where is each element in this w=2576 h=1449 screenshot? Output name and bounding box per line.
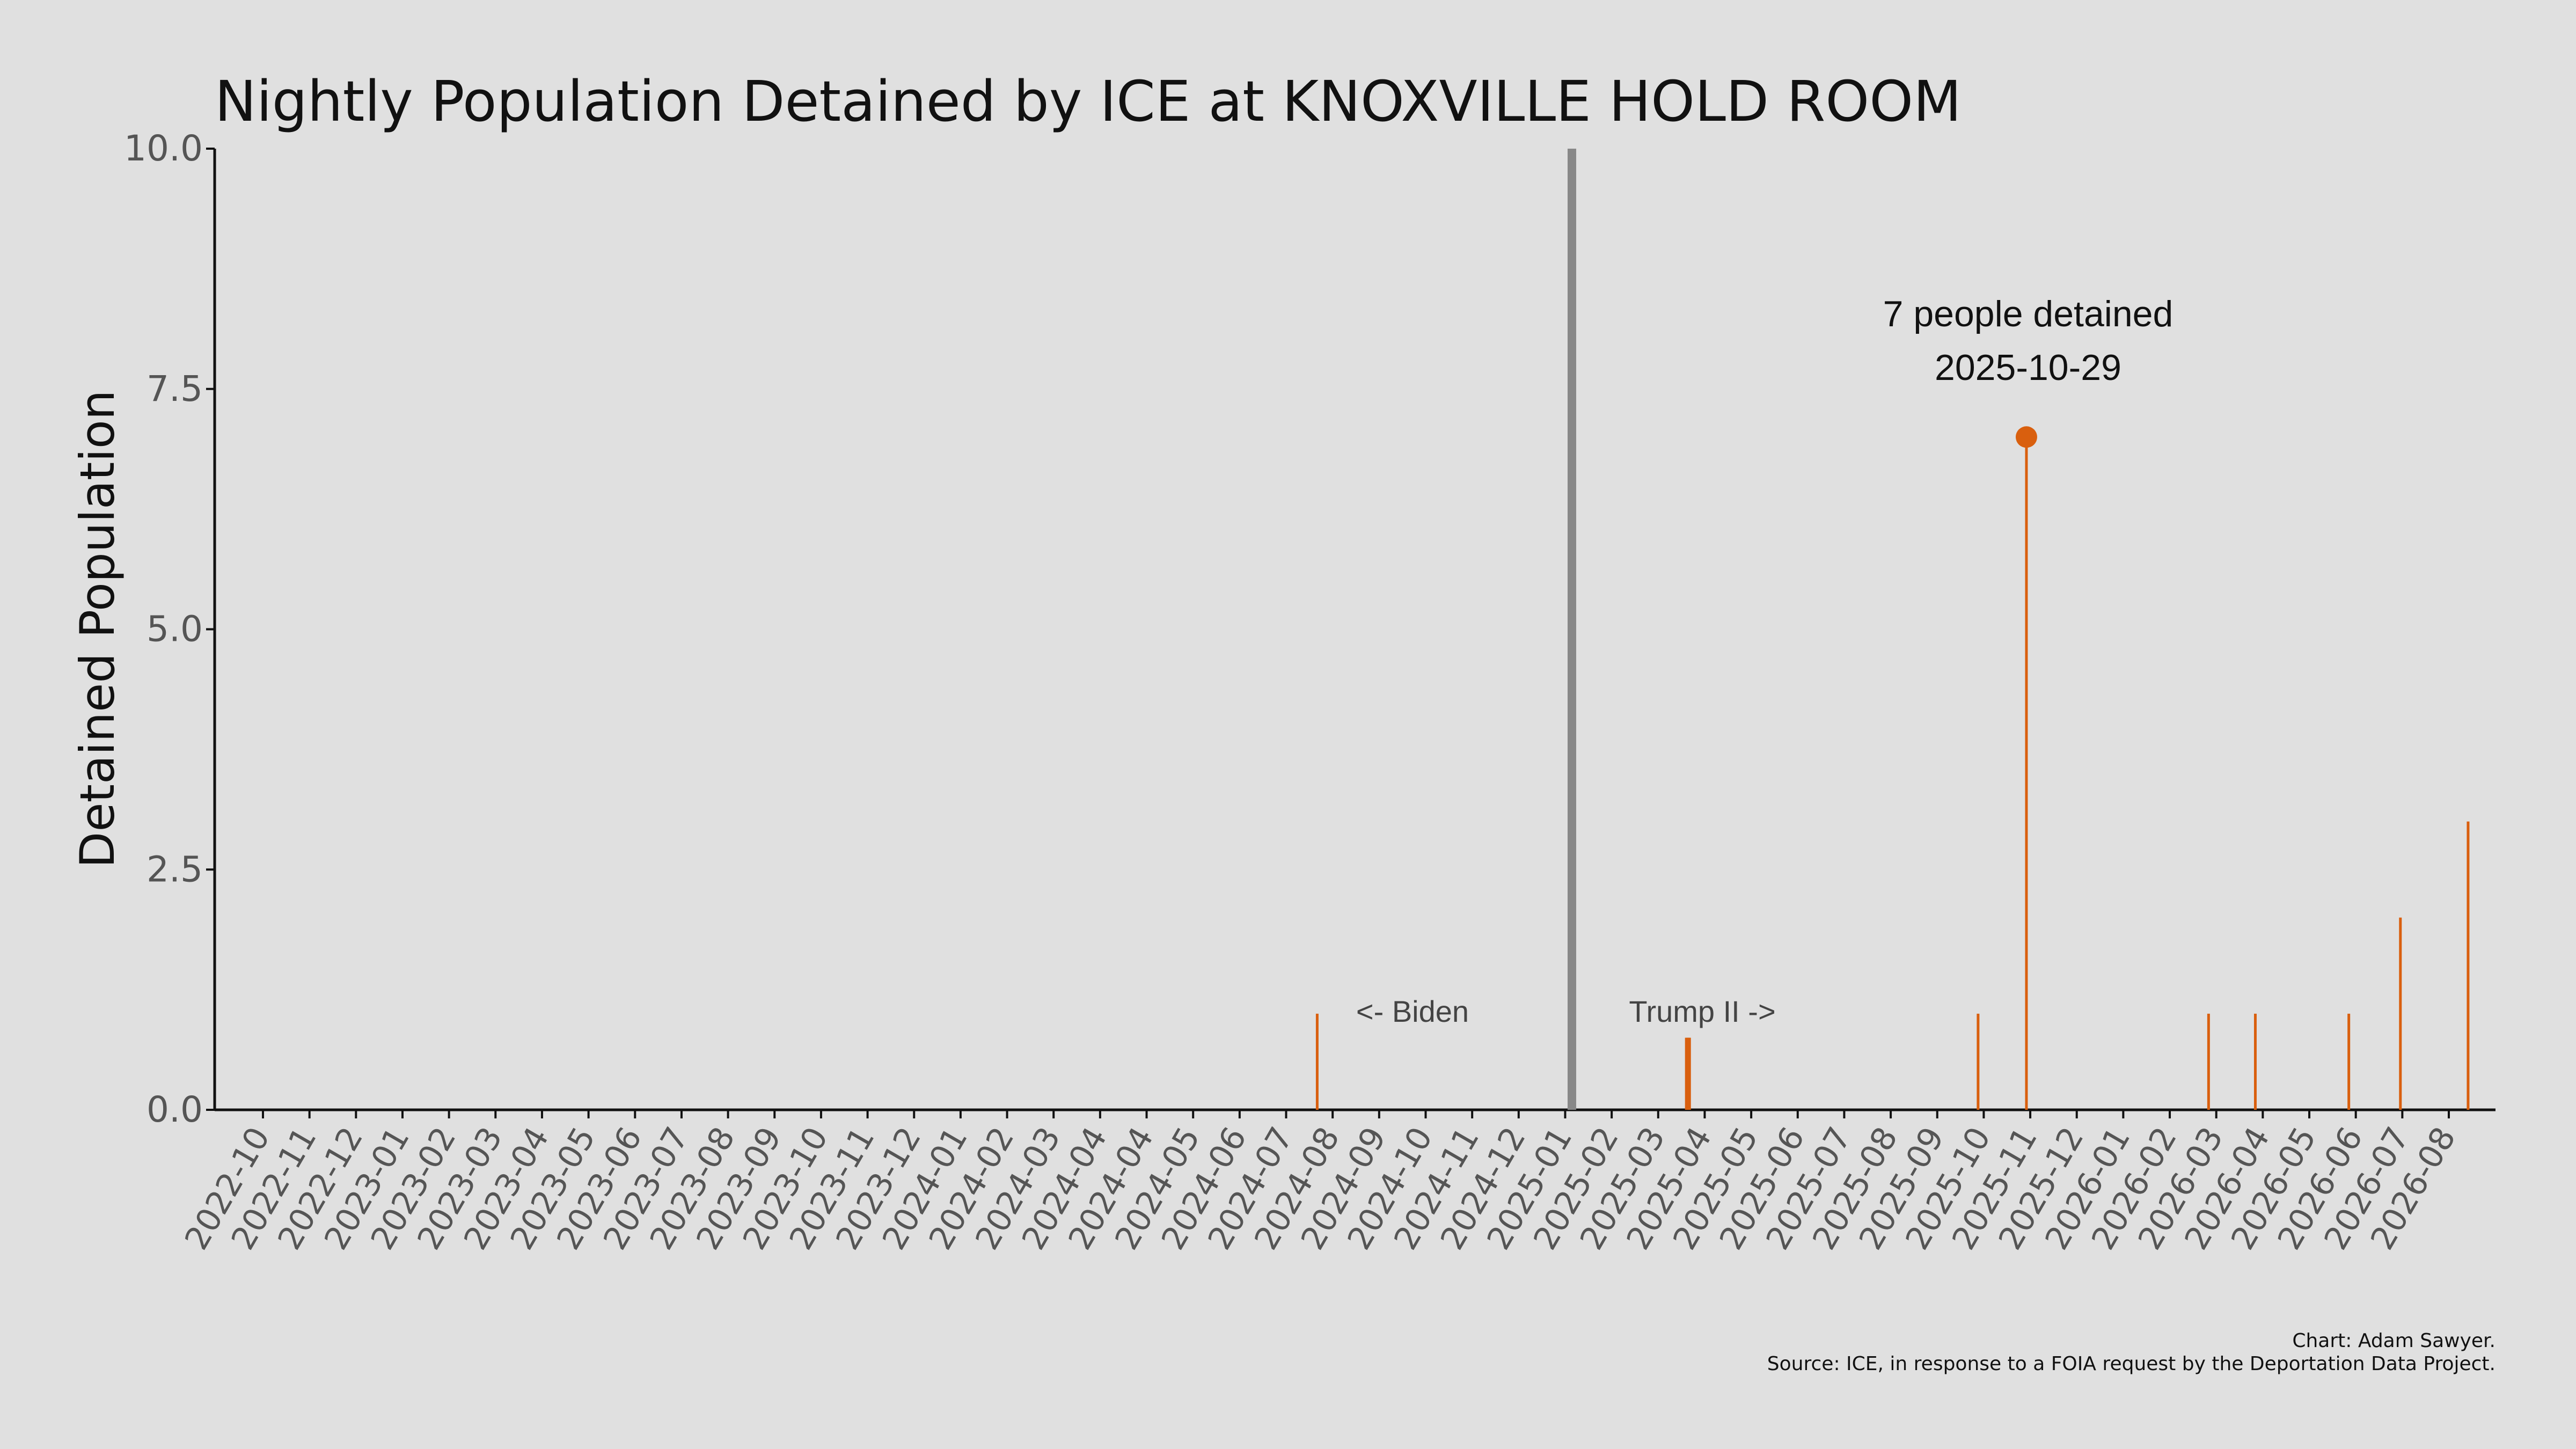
y-tick-label: 2.5 bbox=[147, 848, 203, 890]
chart-title: Nightly Population Detained by ICE at KN… bbox=[215, 69, 1962, 134]
chart-credit: Chart: Adam Sawyer. bbox=[2292, 1330, 2496, 1352]
y-axis-label: Detained Population bbox=[70, 390, 125, 868]
y-tick-label: 0.0 bbox=[147, 1089, 203, 1130]
era-label-biden: <- Biden bbox=[1356, 994, 1469, 1028]
y-tick-label: 5.0 bbox=[147, 609, 203, 650]
y-tick-label: 7.5 bbox=[147, 368, 203, 409]
peak-annotation-line2: 2025-10-29 bbox=[1935, 347, 2121, 388]
peak-annotation-line1: 7 people detained bbox=[1883, 294, 2174, 334]
y-tick-label: 10.0 bbox=[124, 128, 203, 169]
chart-marks: 0.02.55.07.510.02022-102022-112022-12202… bbox=[124, 128, 2496, 1256]
chart-source: Source: ICE, in response to a FOIA reque… bbox=[1767, 1353, 2496, 1375]
peak-marker bbox=[2015, 426, 2037, 448]
era-label-trump: Trump II -> bbox=[1629, 994, 1775, 1028]
